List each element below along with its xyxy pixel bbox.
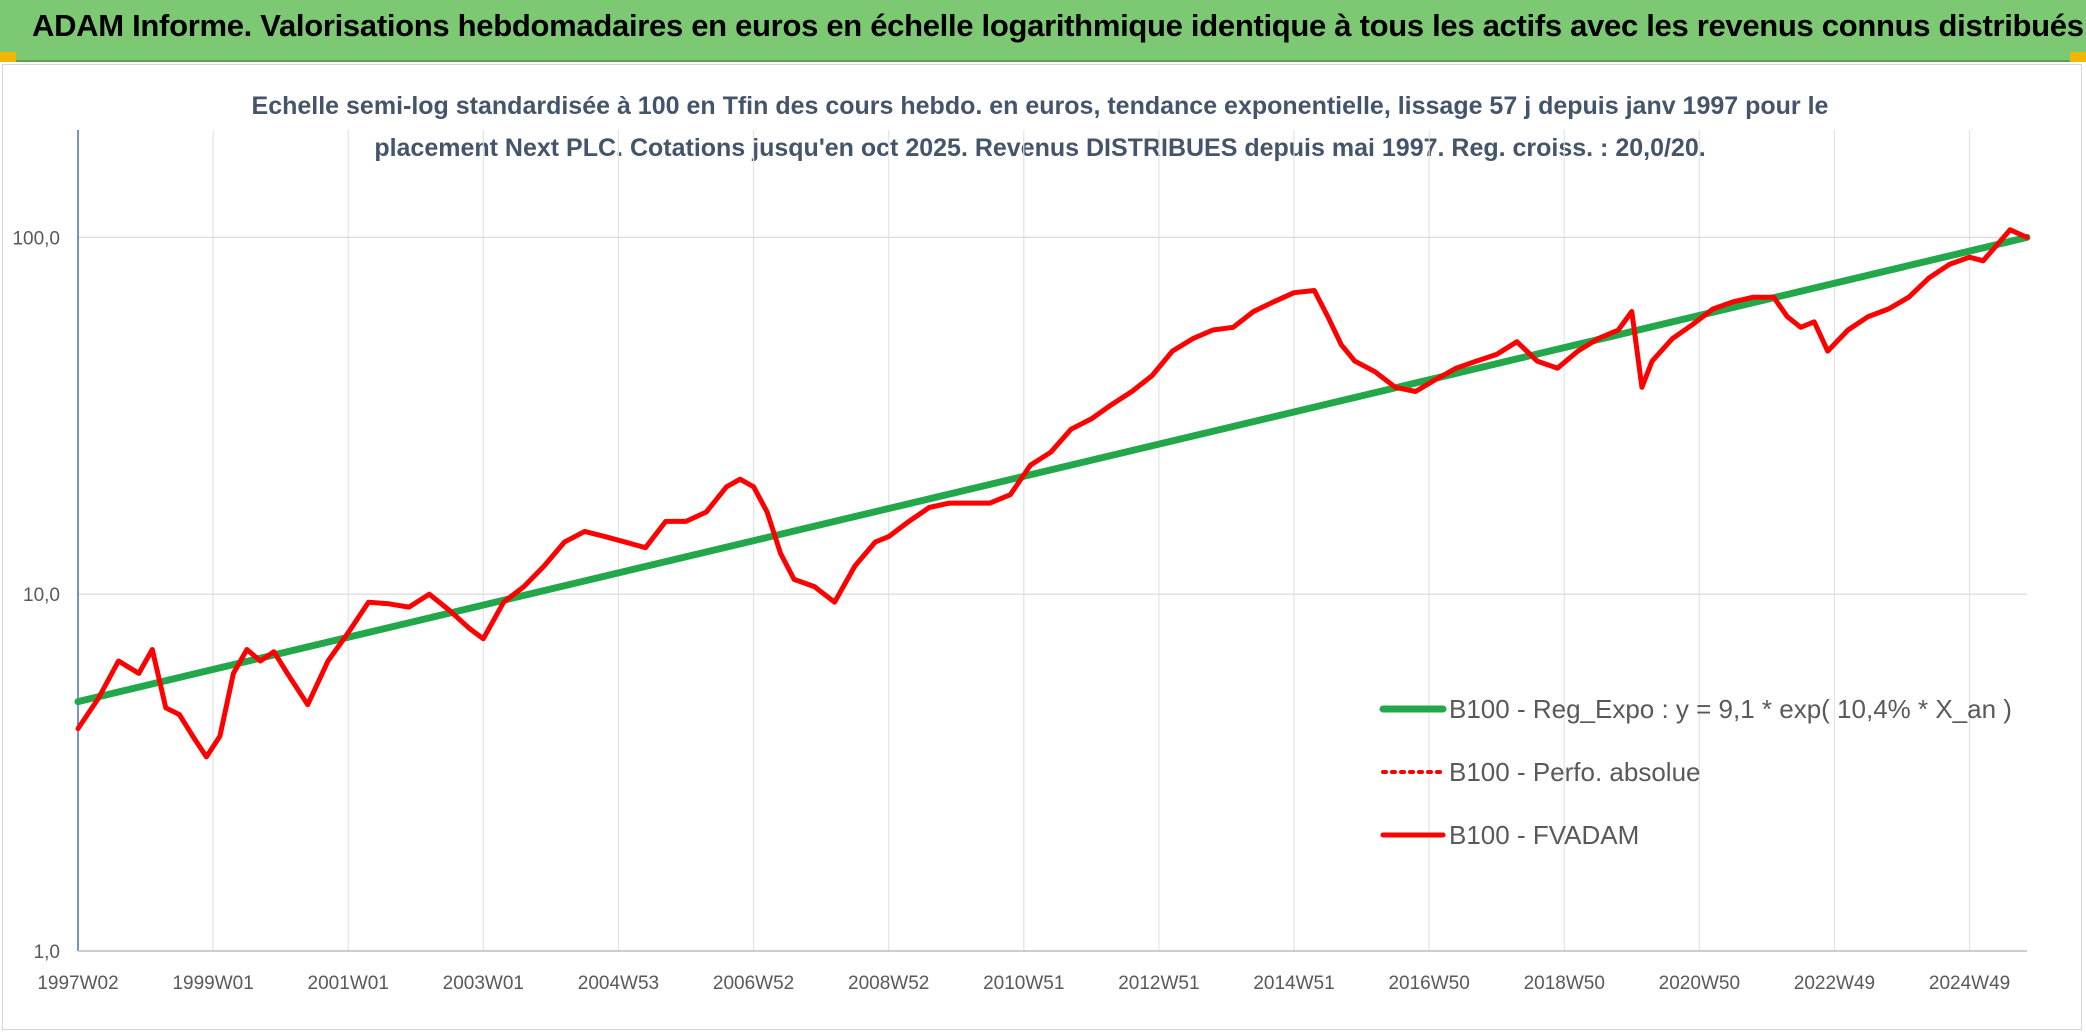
vertical-gridlines — [77, 130, 1971, 951]
x-tick-label-14: 2024W49 — [1929, 973, 2010, 994]
x-tick-label-7: 2010W51 — [983, 973, 1064, 994]
y-tick-label-2: 100,0 — [12, 228, 60, 249]
series-line-2 — [75, 227, 2030, 760]
series-line-0 — [74, 233, 2031, 706]
x-tick-label-1: 1999W01 — [172, 973, 253, 994]
x-tick-label-13: 2022W49 — [1794, 973, 1875, 994]
x-tick-label-5: 2006W52 — [713, 973, 794, 994]
y-tick-label-0: 1,0 — [34, 942, 60, 963]
x-tick-label-9: 2014W51 — [1253, 973, 1334, 994]
x-tick-label-11: 2018W50 — [1524, 973, 1605, 994]
corner-marker-left — [0, 52, 16, 62]
x-tick-label-8: 2012W51 — [1118, 973, 1199, 994]
y-tick-label-1: 10,0 — [23, 585, 60, 606]
corner-marker-right — [2070, 52, 2086, 62]
x-tick-label-4: 2004W53 — [578, 973, 659, 994]
legend-label-2: B100 - FVADAM — [1449, 820, 1639, 850]
x-tick-label-2: 2001W01 — [308, 973, 389, 994]
x-tick-label-12: 2020W50 — [1659, 973, 1740, 994]
x-tick-label-3: 2003W01 — [443, 973, 524, 994]
report-banner: ADAM Informe. Valorisations hebdomadaire… — [0, 0, 2086, 62]
legend-label-0: B100 - Reg_Expo : y = 9,1 * exp( 10,4% *… — [1449, 694, 2012, 724]
horizontal-gridlines — [78, 236, 2027, 952]
y-tick-labels: 1,0 10,0 100,0 — [12, 228, 60, 963]
chart-subtitle-line-2: placement Next PLC. Cotations jusqu'en o… — [374, 134, 1706, 162]
x-tick-label-0: 1997W02 — [37, 973, 118, 994]
x-tick-label-10: 2016W50 — [1388, 973, 1469, 994]
series-layer — [74, 227, 2031, 760]
report-title: ADAM Informe. Valorisations hebdomadaire… — [32, 8, 2084, 43]
legend-label-1: B100 - Perfo. absolue — [1449, 757, 1701, 787]
x-tick-label-6: 2008W52 — [848, 973, 929, 994]
chart-legend: B100 - Reg_Expo : y = 9,1 * exp( 10,4% *… — [1379, 694, 2012, 850]
x-tick-labels: 1997W02 1999W01 2001W01 2003W01 2004W53 2006W… — [37, 973, 2010, 994]
chart-subtitle-line-1: Echelle semi-log standardisée à 100 en T… — [251, 92, 1829, 120]
